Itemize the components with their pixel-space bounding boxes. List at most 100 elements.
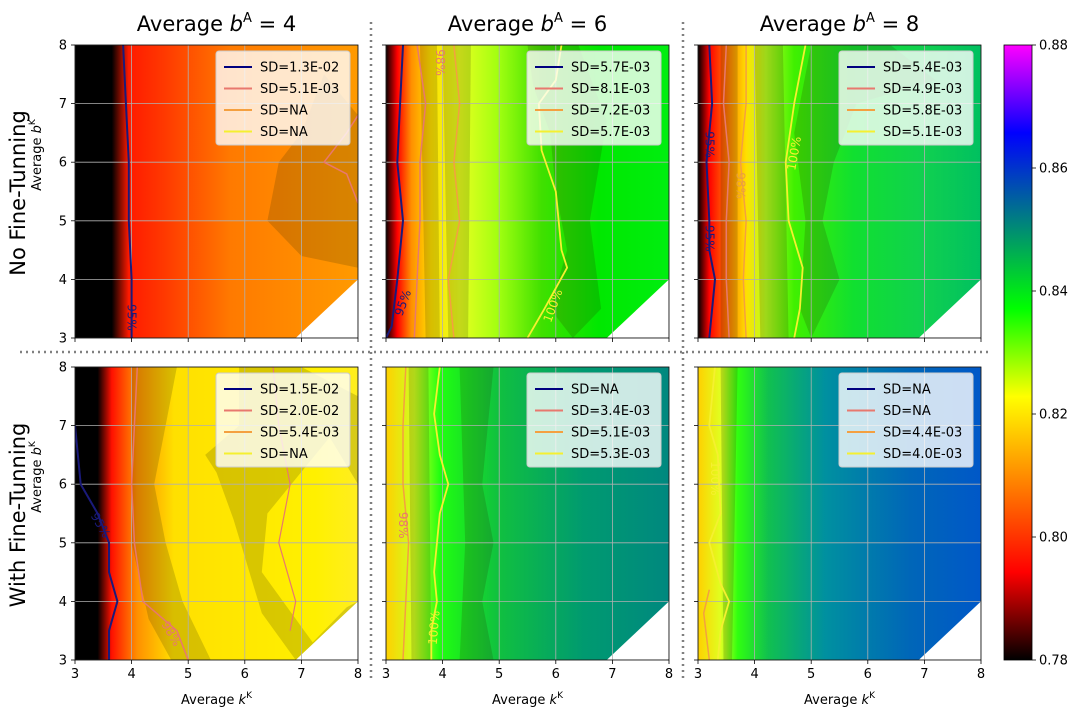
contour-band [459,367,494,660]
legend: SD=5.7E-03 SD=8.1E-03 SD=7.2E-03 SD=5.7E-03 [526,50,662,146]
legend-box [838,372,974,468]
y-tick-label: 8 [59,39,67,54]
x-axis-label-symbol: k [550,693,558,708]
contour-label: 100% [784,135,804,171]
legend: SD=5.4E-03 SD=4.9E-03 SD=5.8E-03 SD=5.1E-03 [838,50,974,146]
y-tick-label: 8 [59,361,67,376]
column-title-eq: = 6 [563,12,607,36]
legend: SD=NA SD=NA SD=4.4E-03 SD=4.0E-03 [838,372,974,468]
y-tick-label: 5 [59,214,67,229]
contour-label: 100% [708,461,722,495]
x-tick-label: 8 [977,667,985,682]
missing-data-region [606,601,669,660]
column-title-base: Average [760,12,853,36]
row-labels: No Fine-Tunning With Fine-Tunning [6,110,30,607]
y-axis-label: Average bK [28,440,45,513]
y-axis-label-text: Average [30,455,45,513]
panel-separators [20,22,992,680]
legend-entry: SD=5.1E-03 [260,82,339,97]
x-tick-label: 8 [354,667,362,682]
x-axis-label-text: Average [492,693,550,708]
contour-line [413,45,427,338]
legend-box [838,50,974,146]
x-tick-label: 3 [71,667,79,682]
contour-label: 100% [426,610,443,645]
legend-entry: SD=2.0E-02 [260,404,339,419]
contour-band [754,45,789,338]
legend-entry: SD=4.9E-03 [883,82,962,97]
x-axis-label: Average kK [181,691,253,708]
legend-entry: SD=NA [260,447,308,462]
panel-frame [385,44,670,339]
row-label: No Fine-Tunning [6,110,30,276]
x-tick-label: 6 [864,667,872,682]
legend: SD=NA SD=3.4E-03 SD=5.1E-03 SD=5.3E-03 [526,372,662,468]
y-tick-label: 7 [59,419,67,434]
y-axis-label: Average bK [28,118,45,191]
missing-data-region [295,279,358,338]
row-label: With Fine-Tunning [6,423,30,608]
legend-entry: SD=1.5E-02 [260,383,339,398]
contour-line [739,45,747,338]
contour-line [702,589,711,660]
contour-label: 98% [396,512,410,539]
colorbar-tick-label: 0.82 [1039,408,1068,423]
legend-entry: SD=8.1E-03 [571,82,650,97]
legend-entry: SD=1.3E-02 [260,61,339,76]
column-title-symbol: b [230,12,243,36]
colorbar-tick-label: 0.80 [1039,531,1068,546]
column-title-sup: A [554,11,563,26]
y-tick-label: 6 [59,478,67,493]
x-tick-label: 7 [297,667,305,682]
contour-line [784,45,807,338]
x-tick-label: 4 [750,667,758,682]
contour-label: 98% [433,49,447,76]
column-title-base: Average [448,12,541,36]
x-axis-label-text: Average [181,693,239,708]
column-title: Average bA = 4 [137,11,296,36]
column-title: Average bA = 8 [760,11,919,36]
panel-frame [385,366,670,661]
x-axis-label-symbol: k [862,693,870,708]
legend-entry: SD=NA [260,125,308,140]
legend-box [526,372,662,468]
contour-line [130,367,189,660]
y-axis-label-symbol: b [30,125,45,133]
contour-line [447,45,461,338]
column-title-base: Average [137,12,230,36]
legend-entry: SD=NA [883,383,931,398]
contour-line [122,45,133,338]
column-titles: Average bA = 4 Average bA = 6 Average bA =… [137,11,919,36]
x-tick-label: 8 [665,667,673,682]
column-title-eq: = 8 [875,12,919,36]
missing-data-region [295,601,358,660]
x-axis-label-symbol: k [239,693,247,708]
legend-entry: SD=5.4E-03 [260,426,339,441]
contour-label: 95% [702,131,716,158]
contour-line [705,45,716,338]
contour-label: 95% [702,225,716,252]
legend: SD=1.3E-02 SD=5.1E-03 SD=NA SD=NA [215,50,351,146]
legend-entry: SD=5.7E-03 [571,61,650,76]
y-tick-label: 5 [59,536,67,551]
y-axis-label-symbol: b [30,447,45,455]
legend-entry: SD=4.0E-03 [883,447,962,462]
legend-entry: SD=3.4E-03 [571,404,650,419]
x-tick-label: 5 [184,667,192,682]
colorbar-gradient [1003,44,1033,661]
x-tick-label: 7 [920,667,928,682]
x-axis-label-sup: K [557,691,564,701]
missing-data-region [606,279,669,338]
heatmap-panel-r1-c2: 95%98%100%SD=5.7E-03SD=8.1E-03SD=7.2E-03… [382,44,670,342]
x-tick-label: 6 [241,667,249,682]
legend: SD=1.5E-02 SD=2.0E-02 SD=5.4E-03 SD=NA [215,372,351,468]
column-title: Average bA = 6 [448,11,607,36]
x-axis-label: Average kK [804,691,876,708]
contour-line [402,367,410,660]
x-tick-label: 5 [495,667,503,682]
legend-box [215,372,351,468]
x-axis-label-text: Average [804,693,862,708]
